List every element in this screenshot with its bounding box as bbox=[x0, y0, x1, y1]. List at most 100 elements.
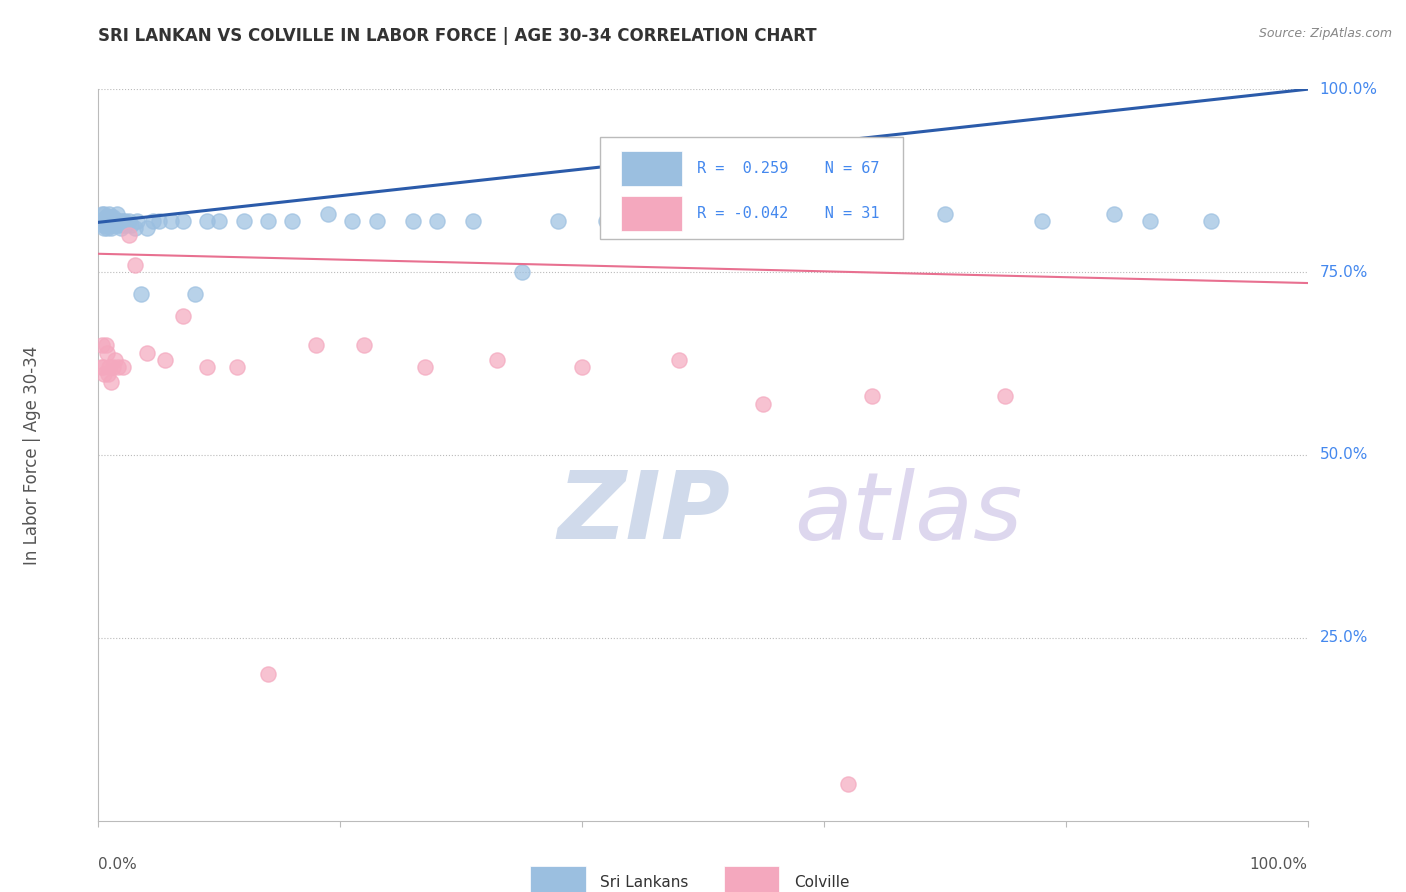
Text: Source: ZipAtlas.com: Source: ZipAtlas.com bbox=[1258, 27, 1392, 40]
Text: R =  0.259    N = 67: R = 0.259 N = 67 bbox=[697, 161, 880, 176]
Point bbox=[1031, 214, 1053, 228]
Point bbox=[96, 211, 118, 225]
Point bbox=[195, 214, 218, 228]
FancyBboxPatch shape bbox=[621, 151, 682, 186]
Point bbox=[97, 368, 120, 382]
Point bbox=[105, 218, 128, 232]
FancyBboxPatch shape bbox=[621, 196, 682, 231]
Point bbox=[104, 352, 127, 367]
Point bbox=[366, 214, 388, 228]
Point bbox=[108, 214, 131, 228]
Point bbox=[115, 218, 138, 232]
Text: 25.0%: 25.0% bbox=[1320, 631, 1368, 645]
Point bbox=[108, 218, 131, 232]
Point bbox=[94, 338, 117, 352]
Text: SRI LANKAN VS COLVILLE IN LABOR FORCE | AGE 30-34 CORRELATION CHART: SRI LANKAN VS COLVILLE IN LABOR FORCE | … bbox=[98, 27, 817, 45]
Point bbox=[93, 221, 115, 235]
Point bbox=[1139, 214, 1161, 228]
Text: 0.0%: 0.0% bbox=[98, 857, 138, 872]
Point bbox=[135, 221, 157, 235]
Point bbox=[100, 375, 122, 389]
Point bbox=[256, 214, 278, 228]
Point bbox=[402, 214, 425, 228]
Point bbox=[153, 352, 176, 367]
Point bbox=[413, 360, 436, 375]
Point bbox=[107, 214, 129, 228]
Text: 75.0%: 75.0% bbox=[1320, 265, 1368, 279]
Point bbox=[100, 218, 122, 232]
Point bbox=[135, 345, 157, 359]
Point bbox=[110, 221, 132, 235]
Text: 50.0%: 50.0% bbox=[1320, 448, 1368, 462]
Point bbox=[571, 360, 593, 375]
Point bbox=[426, 214, 449, 228]
Point bbox=[160, 214, 183, 228]
Point bbox=[510, 265, 533, 279]
Point bbox=[114, 214, 136, 228]
Point bbox=[118, 228, 141, 243]
Point bbox=[124, 258, 146, 272]
Point bbox=[97, 218, 120, 232]
Point bbox=[100, 221, 122, 235]
Point bbox=[172, 214, 194, 228]
Point bbox=[316, 206, 339, 220]
Point bbox=[547, 214, 569, 228]
Point bbox=[91, 218, 114, 232]
Point bbox=[111, 214, 134, 228]
FancyBboxPatch shape bbox=[724, 866, 779, 892]
Point bbox=[305, 338, 328, 352]
Point bbox=[655, 214, 678, 228]
Point bbox=[1102, 206, 1125, 220]
Point bbox=[101, 214, 124, 228]
Point bbox=[98, 214, 121, 228]
Point bbox=[120, 218, 142, 232]
Point bbox=[93, 214, 115, 228]
Point bbox=[100, 214, 122, 228]
Point bbox=[127, 214, 149, 228]
Text: 100.0%: 100.0% bbox=[1320, 82, 1378, 96]
Point bbox=[728, 214, 751, 228]
Point bbox=[195, 360, 218, 375]
Point bbox=[129, 287, 152, 301]
Point bbox=[96, 221, 118, 235]
Point bbox=[232, 214, 254, 228]
Point bbox=[101, 360, 124, 375]
Text: ZIP: ZIP bbox=[558, 467, 731, 559]
Text: R = -0.042    N = 31: R = -0.042 N = 31 bbox=[697, 206, 880, 221]
Point bbox=[148, 214, 170, 228]
Point bbox=[94, 211, 117, 225]
Point bbox=[994, 389, 1017, 403]
Point bbox=[94, 218, 117, 232]
Point bbox=[93, 368, 115, 382]
Point bbox=[226, 360, 249, 375]
Point bbox=[463, 214, 485, 228]
Point bbox=[142, 214, 165, 228]
Point bbox=[96, 345, 118, 359]
Point bbox=[100, 211, 122, 225]
Point bbox=[486, 352, 509, 367]
Text: In Labor Force | Age 30-34: In Labor Force | Age 30-34 bbox=[22, 345, 41, 565]
Text: Colville: Colville bbox=[794, 875, 849, 890]
Point bbox=[281, 214, 304, 228]
Point bbox=[860, 389, 883, 403]
Point bbox=[90, 360, 112, 375]
Point bbox=[112, 218, 135, 232]
Point bbox=[104, 214, 127, 228]
Point bbox=[98, 206, 121, 220]
Point bbox=[98, 360, 121, 375]
Point bbox=[256, 667, 278, 681]
Point bbox=[1199, 214, 1222, 228]
Point bbox=[118, 214, 141, 228]
Point bbox=[595, 214, 617, 228]
Text: atlas: atlas bbox=[793, 468, 1022, 559]
Point bbox=[91, 214, 114, 228]
Point bbox=[91, 360, 114, 375]
Point bbox=[90, 214, 112, 228]
Point bbox=[353, 338, 375, 352]
Point bbox=[208, 214, 231, 228]
Point bbox=[172, 309, 194, 323]
Point bbox=[752, 397, 775, 411]
Point bbox=[111, 360, 134, 375]
FancyBboxPatch shape bbox=[600, 136, 903, 239]
Point bbox=[97, 214, 120, 228]
